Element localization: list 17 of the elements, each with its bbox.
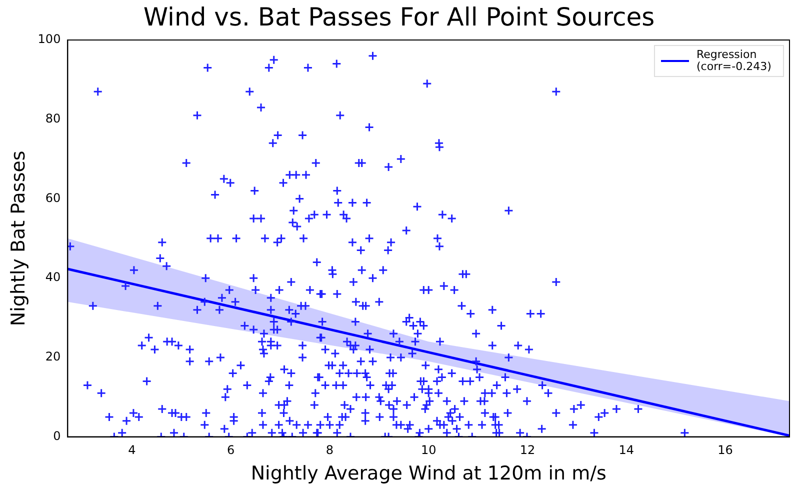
- y-tick-label: 40: [45, 270, 61, 284]
- y-tick-label: 80: [45, 111, 61, 126]
- x-tick-label: 16: [718, 443, 733, 458]
- y-tick-label: 0: [53, 428, 61, 443]
- x-axis-title: Nightly Average Wind at 120m in m/s: [250, 462, 606, 485]
- x-tick-label: 6: [227, 443, 235, 458]
- legend-label: Regression (corr=-0.243): [696, 48, 772, 74]
- y-tick-label: 60: [45, 190, 61, 205]
- chart-title: Wind vs. Bat Passes For All Point Sources: [143, 2, 655, 32]
- y-tick-label: 20: [45, 350, 61, 364]
- y-tick-label: 100: [38, 32, 61, 46]
- x-tick-label: 14: [618, 443, 634, 458]
- x-tick-label: 12: [520, 443, 536, 458]
- y-axis-title: Nightly Bat Passes: [7, 150, 30, 326]
- x-tick-label: 10: [420, 443, 436, 458]
- x-tick-label: 4: [128, 443, 136, 458]
- x-tick-label: 8: [326, 443, 334, 458]
